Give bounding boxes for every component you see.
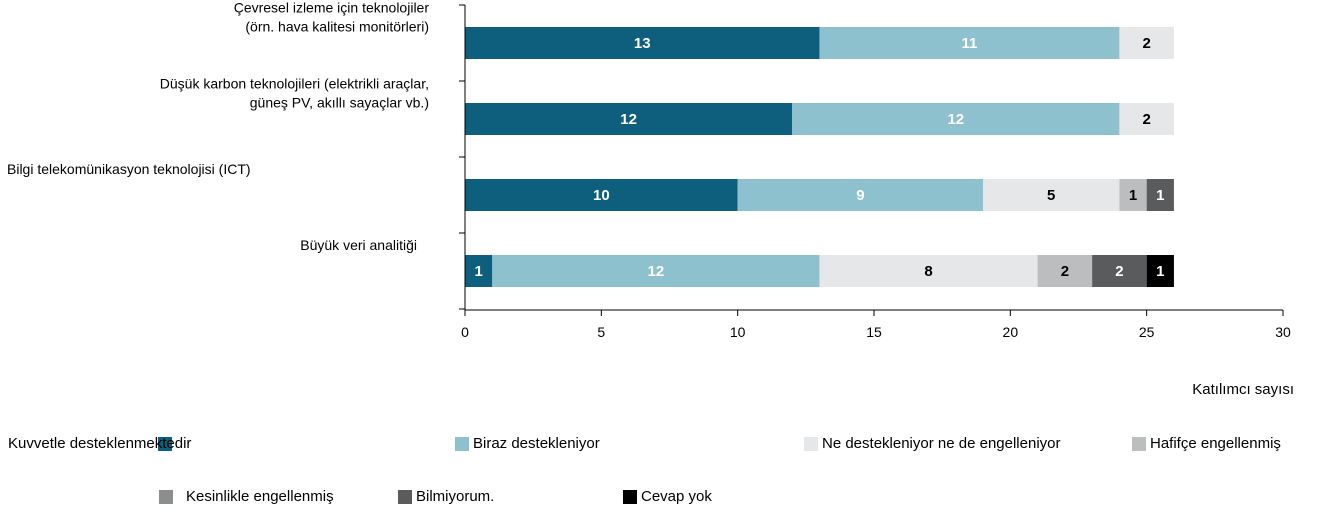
legend-swatch-slightly-hindered xyxy=(1132,437,1146,451)
bar-segment xyxy=(819,27,1120,59)
bar-segment xyxy=(465,255,493,287)
x-tick-label: 10 xyxy=(730,324,746,340)
bar-value-label: 12 xyxy=(947,111,964,128)
legend-label-somewhat-supported: Biraz destekleniyor xyxy=(473,435,600,452)
x-tick-label: 30 xyxy=(1275,324,1291,340)
bar-segment xyxy=(1146,179,1174,211)
legend-label-slightly-hindered: Hafifçe engellenmiş xyxy=(1150,435,1281,452)
bar-value-label: 1 xyxy=(1156,263,1164,280)
legend-swatch-neutral xyxy=(804,437,818,451)
bar-value-label: 12 xyxy=(620,111,637,128)
bar-segment xyxy=(492,255,820,287)
bar-value-label: 12 xyxy=(648,263,665,280)
bar-segment xyxy=(1146,255,1174,287)
legend-label-dont-know: Bilmiyorum. xyxy=(416,488,495,505)
legend-label-strongly-supported: Kuvvetle desteklenmektedir xyxy=(8,435,192,452)
x-tick-label: 25 xyxy=(1139,324,1155,340)
bar-value-label: 13 xyxy=(634,35,651,52)
bar-value-label: 2 xyxy=(1142,35,1150,52)
bar-value-label: 1 xyxy=(1129,187,1137,204)
legend-swatch-strongly-hindered xyxy=(159,490,173,504)
bar-segment xyxy=(737,179,984,211)
bar-segment xyxy=(465,179,738,211)
category-label: Çevresel izleme için teknolojiler xyxy=(234,0,430,16)
bar-segment xyxy=(465,27,820,59)
bar-value-label: 8 xyxy=(924,263,932,280)
category-label: Düşük karbon teknolojileri (elektrikli a… xyxy=(160,76,429,92)
bar-segment xyxy=(819,255,1038,287)
legend-label-strongly-hindered: Kesinlikle engellenmiş xyxy=(186,488,334,505)
category-label: Bilgi telekomünikasyon teknolojisi (ICT) xyxy=(7,161,251,177)
bar-value-label: 5 xyxy=(1047,187,1055,204)
legend-swatch-strongly-supported xyxy=(158,437,172,451)
x-tick-label: 5 xyxy=(597,324,605,340)
bar-value-label: 2 xyxy=(1115,263,1123,280)
bar-value-label: 10 xyxy=(593,187,610,204)
bar-value-label: 1 xyxy=(474,263,482,280)
legend-swatch-no-answer xyxy=(623,490,637,504)
bar-value-label: 2 xyxy=(1142,111,1150,128)
legend-label-no-answer: Cevap yok xyxy=(641,488,712,505)
category-label: Büyük veri analitiği xyxy=(300,237,417,253)
legend-label-neutral: Ne destekleniyor ne de engelleniyor xyxy=(822,435,1061,452)
bar-segment xyxy=(1119,27,1174,59)
x-tick-label: 15 xyxy=(866,324,882,340)
category-label: (örn. hava kalitesi monitörleri) xyxy=(245,19,429,35)
x-tick-label: 0 xyxy=(461,324,469,340)
x-tick-label: 20 xyxy=(1003,324,1019,340)
bar-segment xyxy=(1119,179,1147,211)
bar-segment xyxy=(1092,255,1147,287)
bar-value-label: 11 xyxy=(962,35,978,52)
bar-segment xyxy=(983,179,1120,211)
bar-value-label: 9 xyxy=(856,187,864,204)
bar-segment xyxy=(465,103,793,135)
legend-swatch-dont-know xyxy=(398,490,412,504)
bar-value-label: 1 xyxy=(1156,187,1164,204)
category-label: güneş PV, akıllı sayaçlar vb.) xyxy=(250,95,429,111)
bar-segment xyxy=(792,103,1120,135)
bar-segment xyxy=(1119,103,1174,135)
x-axis-title: Katılımcı sayısı xyxy=(1192,381,1294,398)
bar-value-label: 2 xyxy=(1061,263,1069,280)
legend-swatch-somewhat-supported xyxy=(455,437,469,451)
bar-segment xyxy=(1037,255,1093,287)
